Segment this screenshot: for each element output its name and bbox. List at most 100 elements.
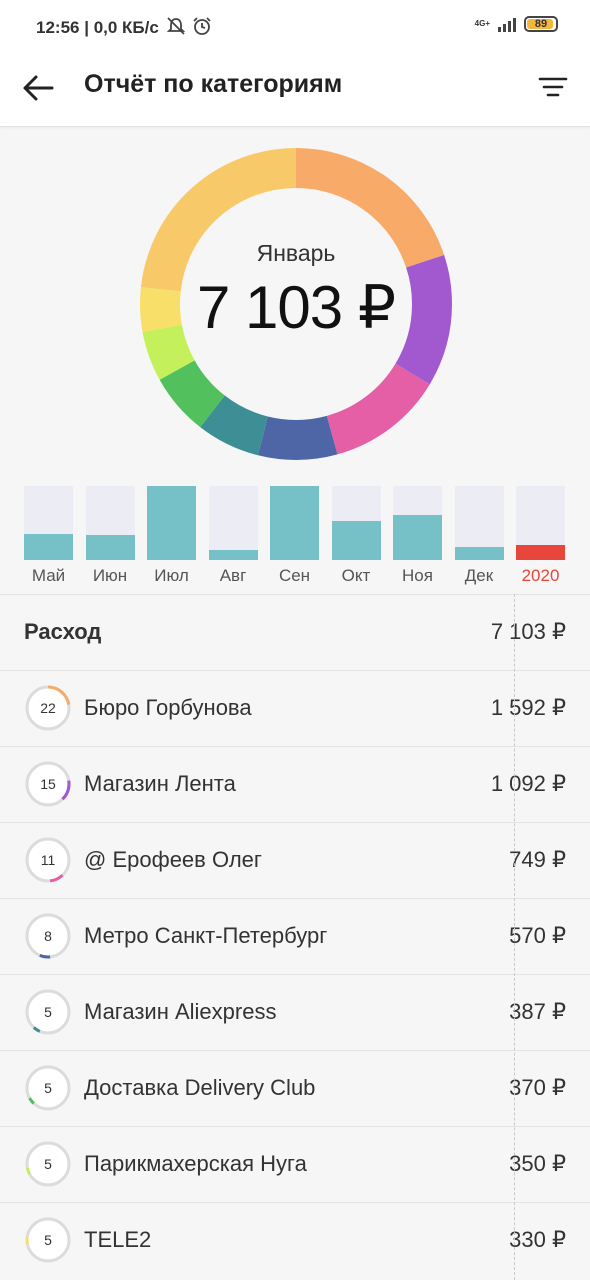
- category-donut-chart[interactable]: Январь 7 103 ₽: [140, 148, 452, 460]
- month-bar-label: Дек: [464, 566, 494, 585]
- month-bar-fill: [147, 486, 196, 560]
- month-bar[interactable]: Июл: [147, 486, 196, 586]
- status-right: 4G+ 89: [475, 16, 558, 32]
- battery-icon: 89: [524, 16, 558, 32]
- list-item[interactable]: 8 Метро Санкт-Петербург 570 ₽: [0, 898, 590, 974]
- status-bar: 12:56 | 0,0 КБ/с 4G+ 89: [0, 0, 590, 56]
- item-name: Магазин Aliexpress: [84, 999, 277, 1024]
- month-bar-fill: [208, 549, 258, 560]
- month-bar-fill: [270, 486, 319, 560]
- list-item[interactable]: 11 @ Ерофеев Олег 749 ₽: [0, 822, 590, 898]
- summary-amount: 7 103 ₽: [490, 619, 566, 644]
- donut-center: Январь 7 103 ₽: [140, 148, 452, 460]
- item-amount: 370 ₽: [509, 1075, 566, 1100]
- month-bar-label: Июл: [154, 566, 189, 585]
- month-bar[interactable]: Окт: [331, 486, 381, 586]
- list-item[interactable]: 5 Магазин Aliexpress 387 ₽: [0, 974, 590, 1050]
- item-count: 22: [40, 700, 56, 716]
- monthly-bars: Май Июн Июл Авг Сен Окт Ноя Дек 2020: [24, 486, 566, 586]
- month-bar-label: Ноя: [402, 566, 433, 585]
- category-list: Расход 7 103 ₽ 22 Бюро Горбунова 1 592 ₽ 15…: [0, 594, 590, 1278]
- month-bar-fill: [393, 514, 442, 560]
- month-bar[interactable]: Май: [24, 486, 73, 586]
- item-amount: 330 ₽: [509, 1227, 566, 1252]
- summary-label: Расход: [24, 619, 102, 644]
- status-time: 12:56: [36, 18, 80, 37]
- count-ring-icon: [25, 1217, 71, 1263]
- list-item[interactable]: 5 Доставка Delivery Club 370 ₽: [0, 1050, 590, 1126]
- month-bar[interactable]: Дек: [454, 486, 504, 586]
- month-bar-fill: [331, 520, 381, 560]
- back-button[interactable]: [20, 68, 60, 108]
- item-name: Магазин Лента: [84, 771, 236, 796]
- month-bar[interactable]: Июн: [85, 486, 135, 586]
- item-name: Доставка Delivery Club: [84, 1075, 316, 1100]
- month-bar[interactable]: Сен: [270, 486, 319, 586]
- month-bar-fill: [24, 534, 73, 560]
- status-left: 12:56 | 0,0 КБ/с: [36, 16, 212, 38]
- signal-icon: [498, 16, 516, 32]
- bell-off-icon: [166, 17, 185, 35]
- dashed-guide-line: [514, 594, 515, 1280]
- app-bar: Отчёт по категориям: [0, 56, 590, 127]
- item-name: Метро Санкт-Петербург: [84, 923, 328, 948]
- page-title: Отчёт по категориям: [84, 70, 343, 98]
- count-ring-icon: [25, 837, 71, 883]
- donut-svg: [140, 148, 452, 460]
- alarm-icon: [193, 17, 211, 35]
- month-bar[interactable]: Авг: [208, 486, 258, 586]
- item-name: TELE2: [84, 1227, 152, 1252]
- month-bar-label: Май: [31, 566, 66, 585]
- item-amount: 570 ₽: [509, 923, 566, 948]
- month-bar-track: [208, 486, 258, 560]
- count-ring-icon: [25, 989, 71, 1035]
- count-ring-icon: [25, 913, 71, 959]
- donut-segment[interactable]: [140, 148, 452, 460]
- filter-icon: [538, 77, 568, 97]
- list-item[interactable]: 15 Магазин Лента 1 092 ₽: [0, 746, 590, 822]
- month-bar-label: Сен: [278, 566, 311, 585]
- count-ring-arc: [25, 685, 71, 731]
- list-item[interactable]: 5 Парикмахерская Нуга 350 ₽: [0, 1126, 590, 1202]
- count-ring-icon: [25, 685, 71, 731]
- count-ring-icon: [25, 1065, 71, 1111]
- donut-segment[interactable]: [140, 148, 452, 460]
- month-bar[interactable]: 2020: [516, 486, 565, 586]
- month-bar-label: Авг: [219, 566, 247, 585]
- item-count: 5: [44, 1232, 52, 1248]
- month-bar-fill: [454, 547, 504, 560]
- count-ring-icon: [25, 761, 71, 807]
- month-bar-label: 2020: [521, 566, 560, 585]
- donut-segment[interactable]: [140, 148, 452, 460]
- expense-summary-row: Расход 7 103 ₽: [0, 594, 590, 670]
- battery-level: 89: [534, 18, 548, 30]
- item-name: Бюро Горбунова: [84, 695, 252, 720]
- item-name: Парикмахерская Нуга: [84, 1151, 307, 1176]
- item-amount: 749 ₽: [509, 847, 566, 872]
- month-bar-fill: [85, 534, 135, 560]
- month-bar[interactable]: Ноя: [393, 486, 442, 586]
- item-amount: 1 592 ₽: [490, 695, 566, 720]
- month-bar-label: Окт: [341, 566, 371, 585]
- item-count: 15: [40, 776, 56, 792]
- item-count: 5: [44, 1156, 52, 1172]
- item-count: 5: [44, 1004, 52, 1020]
- count-ring-arc: [25, 1217, 71, 1263]
- list-item[interactable]: 22 Бюро Горбунова 1 592 ₽: [0, 670, 590, 746]
- arrow-left-icon: [23, 75, 54, 101]
- count-ring-icon: [25, 1141, 71, 1187]
- item-amount: 350 ₽: [509, 1151, 566, 1176]
- item-count: 8: [44, 928, 52, 944]
- donut-total: 7 103 ₽: [197, 274, 396, 341]
- donut-segment[interactable]: [140, 148, 452, 460]
- network-type: 4G+: [474, 19, 490, 28]
- list-item[interactable]: 5 TELE2 330 ₽: [0, 1202, 590, 1278]
- item-amount: 387 ₽: [509, 999, 566, 1024]
- count-ring-arc: [25, 913, 71, 959]
- status-speed: | 0,0 КБ/с: [84, 18, 159, 37]
- item-count: 5: [44, 1080, 52, 1096]
- item-name: @ Ерофеев Олег: [84, 847, 262, 872]
- count-ring-arc: [25, 761, 71, 807]
- month-bar-fill: [516, 545, 565, 560]
- filter-button[interactable]: [536, 70, 570, 104]
